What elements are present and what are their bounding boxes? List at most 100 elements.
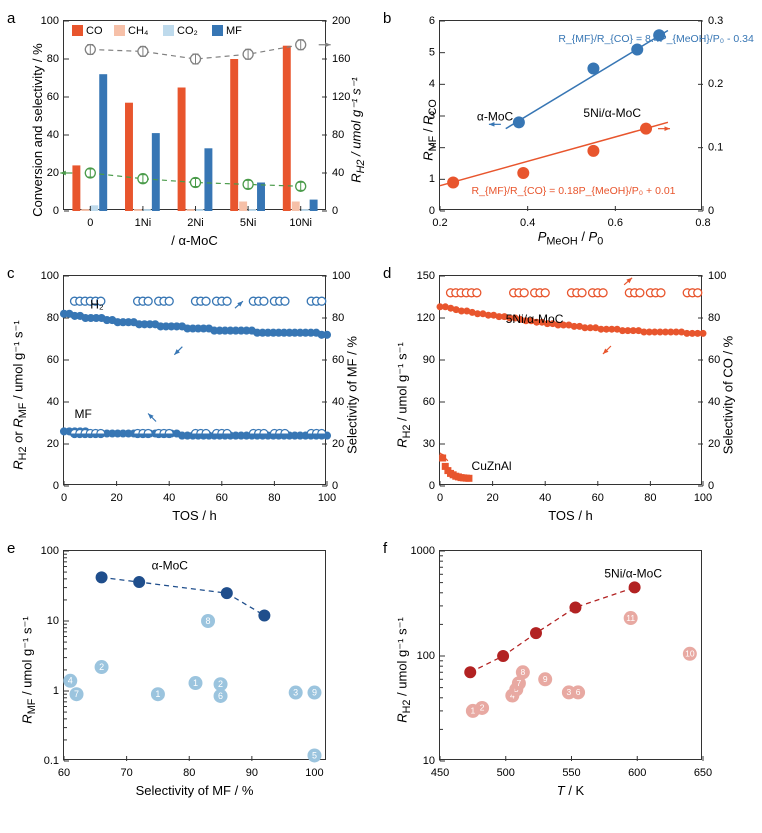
- svg-c: 020406080100020406080100020406080100H₂MF: [64, 276, 325, 484]
- svg-text:0.1: 0.1: [44, 755, 59, 767]
- svg-text:0.2: 0.2: [432, 217, 447, 229]
- e-xlabel: Selectivity of MF / %: [63, 783, 326, 798]
- svg-text:60: 60: [58, 767, 70, 779]
- svg-text:8: 8: [520, 667, 525, 677]
- svg-b: 012345600.10.20.30.20.40.60.8α-MoCR_{MF}…: [440, 21, 701, 209]
- svg-text:100: 100: [332, 270, 350, 282]
- svg-text:0: 0: [708, 205, 714, 217]
- c-ylabel-l: RH2 or RMF / umol g⁻¹ s⁻¹: [10, 320, 29, 469]
- d-ylabel-l: RH2 / umol g⁻¹ s⁻¹: [395, 342, 414, 448]
- svg-text:90: 90: [246, 767, 258, 779]
- letter-a: a: [7, 10, 15, 27]
- svg-text:H₂: H₂: [90, 298, 104, 312]
- svg-text:100: 100: [305, 767, 323, 779]
- svg-text:0: 0: [429, 205, 435, 217]
- svg-text:0.3: 0.3: [708, 15, 723, 27]
- svg-text:0: 0: [53, 205, 59, 217]
- b-xlabel: PMeOH / P0: [439, 229, 702, 248]
- svg-text:60: 60: [592, 492, 604, 504]
- svg-text:40: 40: [332, 167, 344, 179]
- svg-text:3: 3: [567, 687, 572, 697]
- svg-e: 0.11101006070809010047211826395α-MoC: [64, 551, 325, 759]
- svg-text:500: 500: [497, 767, 515, 779]
- svg-text:7: 7: [517, 678, 522, 688]
- svg-text:20: 20: [486, 492, 498, 504]
- d-ylabel-r: Selectivity of CO / %: [720, 336, 735, 454]
- svg-text:160: 160: [332, 53, 350, 65]
- svg-text:0: 0: [429, 480, 435, 492]
- svg-text:CuZnAl: CuZnAl: [472, 459, 512, 473]
- svg-text:1: 1: [429, 173, 435, 185]
- svg-text:20: 20: [110, 492, 122, 504]
- svg-text:650: 650: [694, 767, 712, 779]
- b-ylabel-l: RMF / RCO: [420, 99, 439, 161]
- svg-text:α-MoC: α-MoC: [477, 110, 514, 124]
- svg-f: 10100100045050055060065012457893611105Ni…: [440, 551, 701, 759]
- svg-text:20: 20: [708, 438, 720, 450]
- svg-text:2: 2: [99, 662, 104, 672]
- svg-text:100: 100: [41, 545, 59, 557]
- svg-text:2: 2: [480, 703, 485, 713]
- svg-text:R_{MF}/R_{CO} = 8.4P_{MeOH}/P₀: R_{MF}/R_{CO} = 8.4P_{MeOH}/P₀ - 0.34: [558, 33, 754, 45]
- svg-text:20: 20: [332, 438, 344, 450]
- svg-text:40: 40: [708, 396, 720, 408]
- svg-text:5: 5: [429, 47, 435, 59]
- svg-text:40: 40: [163, 492, 175, 504]
- letter-e: e: [7, 540, 15, 557]
- svg-text:80: 80: [708, 312, 720, 324]
- f-ylabel-l: RH2 / umol g⁻¹ s⁻¹: [395, 617, 414, 723]
- svg-text:90: 90: [423, 354, 435, 366]
- svg-text:6: 6: [218, 691, 223, 701]
- svg-text:60: 60: [216, 492, 228, 504]
- svg-text:60: 60: [47, 354, 59, 366]
- letter-c: c: [7, 265, 15, 282]
- svg-text:MF: MF: [75, 407, 92, 421]
- svg-text:150: 150: [417, 270, 435, 282]
- svg-text:80: 80: [47, 53, 59, 65]
- svg-text:20: 20: [47, 438, 59, 450]
- svg-text:200: 200: [332, 15, 350, 27]
- svg-text:60: 60: [423, 396, 435, 408]
- svg-text:5Ni/α-MoC: 5Ni/α-MoC: [506, 312, 564, 326]
- svg-text:30: 30: [423, 438, 435, 450]
- svg-text:40: 40: [47, 396, 59, 408]
- plot-f: 10100100045050055060065012457893611105Ni…: [439, 550, 702, 760]
- svg-text:10Ni: 10Ni: [289, 217, 312, 229]
- svg-text:60: 60: [47, 91, 59, 103]
- svg-text:60: 60: [708, 354, 720, 366]
- a-ylabel-r: RH2 / umol g⁻¹ s⁻¹: [349, 77, 368, 183]
- svg-text:40: 40: [47, 129, 59, 141]
- c-ylabel-r: Selectivity of MF / %: [345, 336, 360, 454]
- plot-c: 020406080100020406080100020406080100H₂MF: [63, 275, 326, 485]
- letter-b: b: [383, 10, 391, 27]
- svg-text:1: 1: [155, 689, 160, 699]
- svg-d: 03060901201500204060801000204060801005Ni…: [440, 276, 701, 484]
- svg-text:1: 1: [193, 678, 198, 688]
- svg-text:0.4: 0.4: [520, 217, 535, 229]
- svg-text:450: 450: [431, 767, 449, 779]
- svg-text:100: 100: [318, 492, 336, 504]
- svg-text:550: 550: [562, 767, 580, 779]
- svg-text:5Ni/α-MoC: 5Ni/α-MoC: [604, 566, 662, 580]
- svg-text:40: 40: [539, 492, 551, 504]
- svg-text:70: 70: [120, 767, 132, 779]
- panel-a: a 0204060801000408012016020001Ni2Ni5Ni10…: [5, 10, 376, 250]
- svg-text:20: 20: [47, 167, 59, 179]
- svg-text:4: 4: [429, 78, 435, 90]
- plot-e: 0.11101006070809010047211826395α-MoC: [63, 550, 326, 760]
- svg-text:α-MoC: α-MoC: [152, 559, 189, 573]
- e-ylabel-l: RMF / umol g⁻¹ s⁻¹: [19, 616, 38, 723]
- svg-text:4: 4: [68, 676, 73, 686]
- svg-text:9: 9: [312, 687, 317, 697]
- svg-text:100: 100: [41, 15, 59, 27]
- letter-f: f: [383, 540, 387, 557]
- svg-text:7: 7: [74, 689, 79, 699]
- svg-text:0: 0: [437, 492, 443, 504]
- svg-text:0: 0: [332, 480, 338, 492]
- svg-text:R_{MF}/R_{CO} = 0.18P_{MeOH}/P: R_{MF}/R_{CO} = 0.18P_{MeOH}/P₀ + 0.01: [472, 185, 676, 197]
- a-ylabel-l: Conversion and selectivity / %: [30, 43, 45, 216]
- svg-text:0.6: 0.6: [608, 217, 623, 229]
- svg-text:600: 600: [628, 767, 646, 779]
- svg-text:5: 5: [312, 750, 317, 760]
- c-xlabel: TOS / h: [63, 508, 326, 523]
